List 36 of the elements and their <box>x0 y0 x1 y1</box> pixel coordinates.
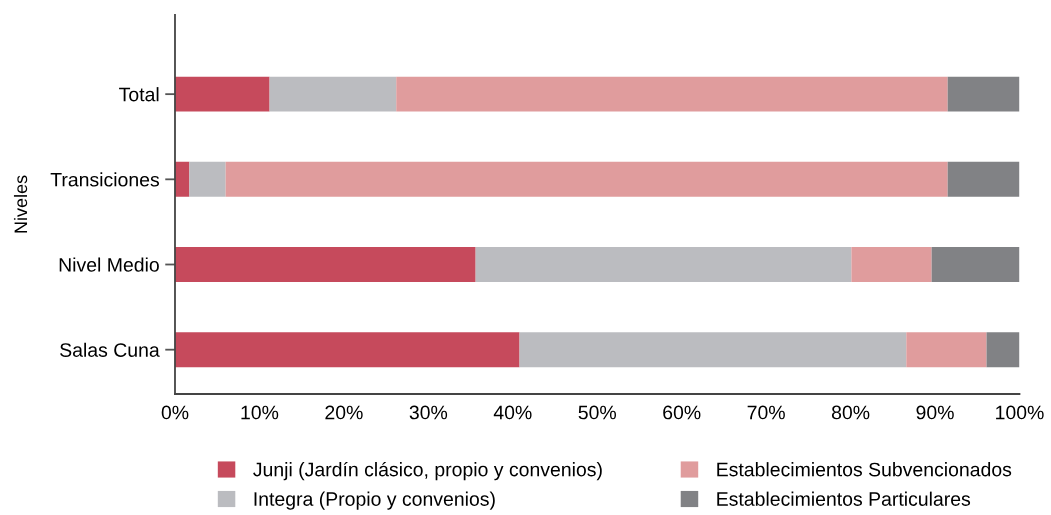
bar <box>947 161 1020 197</box>
x-tick-label: 70% <box>747 405 785 420</box>
legend-label: Establecimientos Particulares <box>717 491 971 506</box>
legend-label: Establecimientos Subvencionados <box>717 462 1012 477</box>
bar <box>931 247 1020 282</box>
bar <box>174 161 190 197</box>
legend-label: Integra (Propio y convenios) <box>254 491 495 510</box>
x-tick-label: 50% <box>578 405 616 420</box>
bar <box>986 332 1020 368</box>
x-tick-label: 90% <box>916 405 954 420</box>
bar <box>396 76 948 112</box>
y-tick-label: Total <box>119 87 159 102</box>
y-tick-label: Salas Cuna <box>60 342 160 357</box>
x-tick-label: 100% <box>996 405 1044 420</box>
bar <box>174 76 270 112</box>
x-tick-label: 60% <box>663 405 701 420</box>
x-tick-label: 0% <box>161 405 189 420</box>
bar <box>269 76 397 112</box>
x-tick-label: 20% <box>325 405 363 420</box>
bar <box>475 247 852 282</box>
bar <box>906 332 987 368</box>
x-tick-label: 10% <box>241 405 279 420</box>
x-tick-label: 30% <box>409 405 448 420</box>
y-tick-label: Transiciones <box>50 172 160 187</box>
y-tick-label: Nivel Medio <box>59 257 159 272</box>
bar <box>174 247 476 282</box>
legend-label: Junji (Jardín clásico, propio y convenios) <box>253 461 602 481</box>
bar <box>851 247 932 282</box>
bar <box>174 332 520 368</box>
bar <box>225 161 948 197</box>
x-tick-label: 40% <box>493 405 532 420</box>
bar <box>519 332 907 368</box>
bar <box>189 161 226 197</box>
x-tick-label: 80% <box>831 405 870 420</box>
bar <box>947 76 1020 112</box>
y-axis-title: Niveles <box>13 175 28 233</box>
